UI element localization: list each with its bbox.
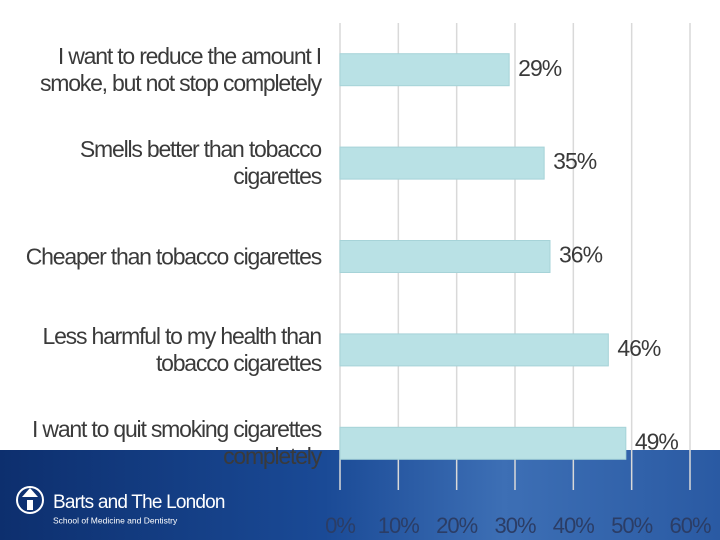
logo — [16, 486, 44, 514]
bar — [339, 426, 627, 460]
x-tick-label: 40% — [553, 513, 594, 538]
bar — [339, 240, 551, 273]
footer-banner — [0, 450, 720, 540]
y-tick-label: Smells better than tobacco cigarettes — [79, 136, 322, 190]
x-tick-label: 60% — [669, 513, 710, 538]
bar — [339, 146, 545, 180]
x-tick-label: 50% — [611, 513, 652, 538]
y-tick-label: I want to reduce the amount I smoke, but… — [39, 42, 322, 96]
value-label: 49% — [635, 428, 679, 454]
value-label: 29% — [518, 55, 562, 81]
y-tick-label: I want to quit smoking cigarettes comple… — [32, 416, 322, 470]
bar — [339, 333, 609, 367]
x-tick-label: 10% — [378, 513, 419, 538]
value-label: 35% — [553, 148, 597, 174]
value-label: 36% — [559, 242, 603, 268]
y-tick-label: Less harmful to my health than tobacco c… — [42, 322, 323, 376]
y-tick-label: Cheaper than tobacco cigarettes — [25, 243, 322, 269]
footer-title: Barts and The London — [53, 492, 225, 513]
x-tick-label: 20% — [436, 513, 477, 538]
value-label: 46% — [617, 335, 661, 361]
footer-subtitle: School of Medicine and Dentistry — [53, 515, 178, 525]
x-tick-label: 30% — [494, 513, 535, 538]
bar — [339, 53, 510, 87]
x-tick-label: 0% — [325, 513, 355, 538]
